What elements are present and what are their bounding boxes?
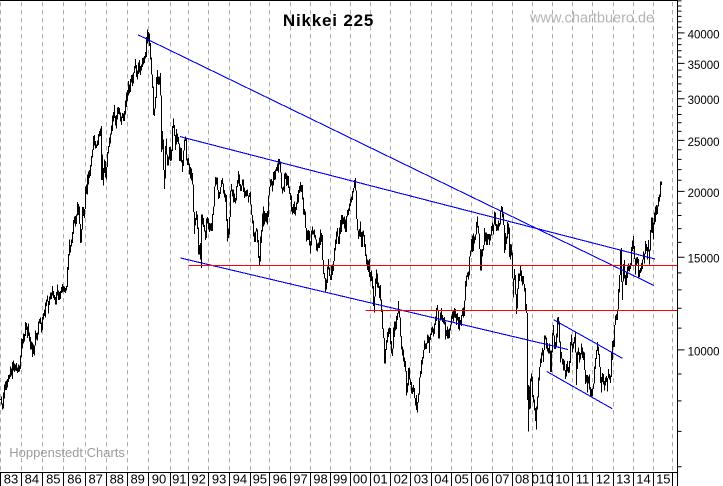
svg-text:02: 02: [394, 472, 408, 486]
svg-text:98: 98: [313, 472, 327, 486]
svg-text:14: 14: [636, 472, 650, 486]
svg-text:99: 99: [333, 472, 347, 486]
svg-text:97: 97: [293, 472, 307, 486]
svg-text:11: 11: [576, 472, 590, 486]
svg-text:91: 91: [172, 472, 186, 486]
svg-text:40000: 40000: [688, 29, 720, 41]
svg-text:92: 92: [191, 472, 205, 486]
svg-text:www.chartbuero.de: www.chartbuero.de: [529, 11, 654, 27]
svg-text:30000: 30000: [688, 95, 720, 107]
svg-text:10000: 10000: [688, 346, 720, 358]
svg-text:13: 13: [616, 472, 630, 486]
svg-text:06: 06: [475, 472, 489, 486]
svg-text:93: 93: [212, 472, 226, 486]
svg-text:35000: 35000: [688, 60, 720, 72]
svg-text:05: 05: [454, 472, 468, 486]
svg-text:Hoppenstedt Charts: Hoppenstedt Charts: [9, 445, 125, 460]
svg-text:010: 010: [532, 472, 554, 486]
svg-text:15000: 15000: [688, 254, 720, 266]
svg-text:12: 12: [596, 472, 610, 486]
svg-text:Nikkei 225: Nikkei 225: [283, 11, 374, 30]
svg-text:03: 03: [414, 472, 428, 486]
svg-text:25000: 25000: [688, 137, 720, 149]
svg-text:85: 85: [46, 472, 60, 486]
svg-text:86: 86: [67, 472, 81, 486]
svg-text:00: 00: [353, 472, 367, 486]
svg-text:04: 04: [434, 472, 448, 486]
svg-text:84: 84: [25, 472, 39, 486]
svg-text:90: 90: [152, 472, 166, 486]
svg-text:20000: 20000: [688, 188, 720, 200]
svg-text:94: 94: [233, 472, 247, 486]
svg-text:96: 96: [273, 472, 287, 486]
svg-text:89: 89: [130, 472, 144, 486]
svg-text:95: 95: [253, 472, 267, 486]
svg-text:08: 08: [515, 472, 529, 486]
svg-text:87: 87: [88, 472, 102, 486]
svg-text:15: 15: [656, 472, 670, 486]
svg-text:83: 83: [4, 472, 18, 486]
svg-text:10: 10: [555, 472, 569, 486]
svg-text:07: 07: [495, 472, 509, 486]
svg-text:01: 01: [373, 472, 387, 486]
svg-text:88: 88: [110, 472, 124, 486]
